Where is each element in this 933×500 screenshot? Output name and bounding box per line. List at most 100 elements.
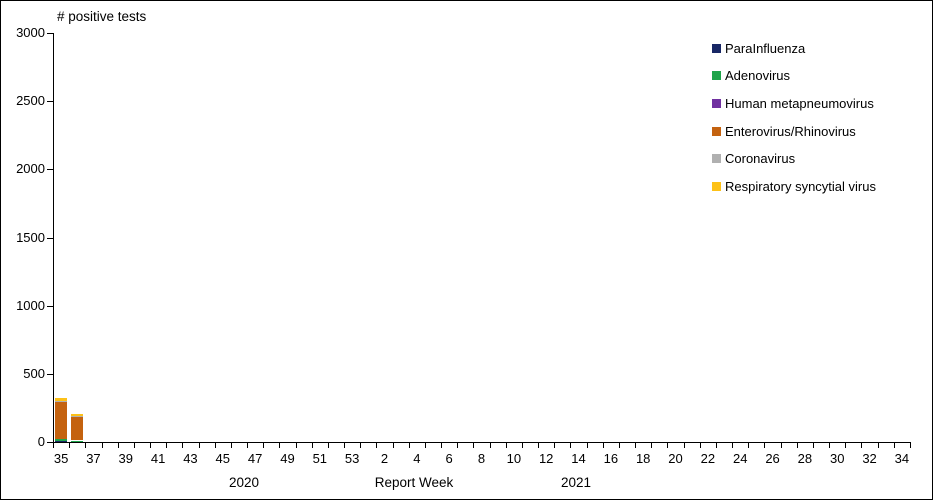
x-axis-tick [182,443,184,448]
x-axis-tick-label: 20 [668,451,683,466]
x-axis-tick-label: 2 [380,451,389,466]
bar-segment-adenovirus-week-35 [55,438,68,442]
legend-swatch-enterovirus-rhinovirus [712,126,721,136]
x-axis-tick-label: 28 [797,451,813,466]
x-axis-tick [295,443,297,448]
x-axis-tick-label: 6 [445,451,453,466]
x-axis-tick [69,443,71,448]
x-axis-tick [554,443,556,448]
legend-label-coronavirus: Coronavirus [725,151,796,167]
x-axis-tick [457,443,459,448]
x-axis-tick [877,443,879,448]
x-axis-tick-label: 53 [344,451,360,466]
x-axis-tick [505,443,507,448]
legend-item-enterovirus-rhinovirus: Enterovirus/Rhinovirus [712,123,856,139]
bar-segment-adenovirus-week-36 [71,440,84,442]
x-axis-tick-label: 22 [700,451,716,466]
x-axis-tick-label: 49 [280,451,295,466]
x-axis-tick [748,443,750,448]
legend-swatch-human-metapneumovirus [712,98,721,108]
x-axis-tick [521,443,523,448]
x-axis-tick [247,443,249,448]
y-axis-line [53,33,54,443]
x-axis-tick [117,443,119,448]
x-axis-tick [311,443,313,448]
x-axis-tick [780,443,782,448]
x-axis-tick-label: 39 [118,451,133,466]
y-axis-tick [47,442,53,443]
x-axis-tick [893,443,895,448]
x-axis-tick [214,443,216,448]
x-axis-tick [699,443,701,448]
x-axis-tick-label: 32 [862,451,877,466]
x-axis-tick-label: 45 [215,451,231,466]
legend-swatch-coronavirus [712,154,721,164]
x-axis-tick [473,443,475,448]
x-axis-tick [667,443,669,448]
x-axis-tick [910,443,911,448]
x-axis-tick [764,443,766,448]
x-axis-tick [618,443,620,448]
legend-item-respiratory-syncytial-virus: Respiratory syncytial virus [712,179,876,194]
x-axis-tick-label: 51 [312,451,328,466]
x-axis-tick [570,443,572,448]
legend-item-adenovirus: Adenovirus [712,68,790,83]
legend-label-human-metapneumovirus: Human metapneumovirus [725,95,874,111]
x-axis-tick-label: 18 [635,451,651,466]
x-axis-tick [861,443,863,448]
y-axis-tick-label: 1500 [16,229,45,245]
x-axis-tick [392,443,394,448]
bar-segment-enterovirus-rhinovirus-week-36 [71,415,84,441]
x-axis-tick [279,443,281,448]
x-axis-tick-label: 34 [894,451,910,466]
x-axis-tick [150,443,152,448]
x-axis-tick [424,443,426,448]
x-axis-tick [198,443,200,448]
x-axis-tick [327,443,329,448]
x-axis-tick [166,443,168,448]
legend-label-enterovirus-rhinovirus: Enterovirus/Rhinovirus [725,123,856,139]
y-axis-tick-label: 500 [23,365,45,381]
x-axis-tick-label: 30 [830,451,845,466]
legend-swatch-adenovirus [712,71,721,81]
x-axis-tick [360,443,362,448]
y-axis-tick [47,237,53,239]
x-axis-tick [408,443,410,448]
x-axis-tick-label: 43 [183,451,198,466]
x-axis-tick [101,443,103,448]
x-axis-tick [635,443,637,448]
x-axis-tick [85,443,87,448]
x-axis-tick-label: 24 [732,451,748,466]
legend-swatch-respiratory-syncytial-virus [712,182,721,191]
x-axis-tick [715,443,717,448]
y-axis-tick [47,169,53,171]
x-axis-tick [586,443,588,448]
y-axis-tick [47,101,53,103]
y-axis-title: # positive tests [57,9,147,24]
year-label-2021: 2021 [560,475,592,490]
legend-item-coronavirus: Coronavirus [712,151,796,167]
x-axis-tick [230,443,232,448]
x-axis-tick-label: 4 [413,451,421,466]
x-axis-tick-label: 16 [603,451,619,466]
x-axis-line [53,442,911,443]
x-axis-tick [732,443,734,448]
x-axis-tick-label: 41 [150,451,166,466]
y-axis-tick-label: 2500 [16,93,45,109]
legend-item-human-metapneumovirus: Human metapneumovirus [712,95,874,111]
y-axis-tick-label: 2000 [16,161,45,177]
x-axis-tick [344,443,346,448]
bar-segment-parainfluenza-week-35 [55,441,68,442]
x-axis-tick [263,443,265,448]
x-axis-tick-label: 35 [53,451,69,466]
x-axis-tick-label: 14 [571,451,586,466]
y-axis-tick [47,373,53,375]
x-axis-tick-label: 47 [247,451,263,466]
y-axis-tick-label: 0 [37,434,45,449]
x-axis-tick [651,443,653,448]
bar-segment-coronavirus-week-35 [55,401,68,403]
x-axis-tick [489,443,491,448]
legend-label-respiratory-syncytial-virus: Respiratory syncytial virus [725,179,876,194]
x-axis-tick-label: 26 [765,451,780,466]
